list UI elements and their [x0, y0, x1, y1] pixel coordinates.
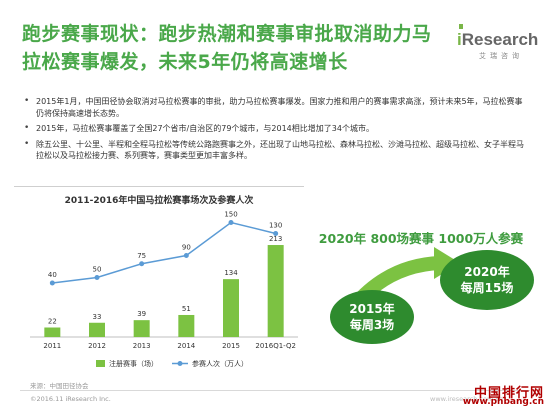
bullet-item: 除五公里、十公里、半程和全程马拉松等传统公路跑赛事之外，还出现了山地马拉松、森林… [22, 139, 527, 162]
bar-2011 [44, 327, 61, 337]
line-point-2016Q1-Q2 [273, 231, 279, 236]
tick-label-2015: 2015 [222, 342, 240, 350]
watermark-url: www.phbang.cn [462, 397, 544, 407]
footer-divider [20, 390, 530, 391]
logo-subtitle: 艾瑞咨询 [479, 52, 523, 60]
tick-label-2011: 2011 [43, 342, 61, 350]
line-point-2015 [228, 220, 234, 225]
circle-2015: 2015年 每周3场 [330, 290, 414, 344]
bar-2012 [89, 322, 105, 337]
page-title: 跑步赛事现状：跑步热潮和赛事审批取消助力马拉松赛事爆发，未来5年仍将高速增长 [22, 23, 432, 73]
logo-brand: iResearch [457, 30, 539, 49]
bar-label-2015: 134 [224, 269, 238, 277]
bullet-item: 2015年1月，中国田径协会取消对马拉松赛事的审批，助力马拉松赛事爆发。国家力推… [22, 96, 527, 119]
line-point-2014 [183, 253, 189, 258]
source-note: 来源：中国田径协会 [30, 382, 89, 390]
bullet-list: 2015年1月，中国田径协会取消对马拉松赛事的审批，助力马拉松赛事爆发。国家力推… [22, 96, 527, 166]
circle-2015-line2: 每周3场 [349, 318, 395, 332]
chart-svg: 22 2011 33 2012 39 2013 51 2014 134 2015 213 2016Q1… [30, 211, 298, 368]
circle-2020: 2020年 每周15场 [440, 250, 534, 310]
bar-label-2013: 39 [137, 310, 146, 318]
circle-2020-line1: 2020年 [464, 265, 510, 279]
circle-2020-line2: 每周15场 [460, 281, 514, 295]
footer-url: www.iresearch.com.cn [430, 395, 504, 403]
line-label-2011: 40 [48, 271, 57, 279]
iresearch-logo: iResearch 艾瑞咨询 [455, 24, 539, 64]
tick-label-2013: 2013 [133, 342, 151, 350]
goal-text: 2020年 800场赛事 1000万人参赛 [318, 231, 524, 246]
bar-2016Q1-Q2 [267, 245, 284, 337]
tick-label-2016Q1-Q2: 2016Q1-Q2 [255, 342, 296, 350]
bar-2015 [223, 279, 239, 337]
legend-line-label: 参赛人次（万人） [192, 359, 248, 368]
line-point-2011 [49, 280, 55, 286]
chart-title: 2011-2016年中国马拉松赛事场次及参赛人次 [64, 196, 254, 206]
line-label-2012: 50 [93, 266, 102, 274]
copyright-text: ©2016.11 iResearch Inc. [30, 395, 111, 403]
legend-bar-label: 注册赛事（场） [109, 359, 158, 368]
line-label-2013: 75 [137, 252, 146, 260]
bar-2013 [133, 320, 150, 337]
bar-2014 [178, 314, 195, 337]
watermark: 中国排行网 www.phbang.cn [456, 382, 544, 408]
bar-label-2012: 33 [93, 313, 102, 321]
watermark-title: 中国排行网 [473, 386, 544, 401]
line-series [52, 221, 276, 284]
chart-container: 2011-2016年中国马拉松赛事场次及参赛人次 22 2011 33 2012 39 2… [14, 186, 304, 386]
tick-label-2014: 2014 [177, 342, 195, 350]
line-label-2014: 90 [182, 244, 191, 252]
circle-2015-line1: 2015年 [349, 302, 395, 316]
bar-label-2016Q1-Q2: 213 [269, 235, 282, 243]
line-point-2012 [94, 275, 100, 280]
bar-label-2011: 22 [48, 318, 57, 326]
line-label-2015: 150 [224, 211, 237, 219]
legend-bar-swatch [96, 360, 105, 367]
legend-line-marker [177, 361, 183, 366]
tick-label-2012: 2012 [88, 342, 106, 350]
bullet-item: 2015年，马拉松赛事覆盖了全国27个省市/自治区的79个城市，与2014相比增… [22, 123, 527, 135]
bar-label-2014: 51 [182, 305, 191, 313]
line-label-2016Q1-Q2: 130 [269, 222, 282, 230]
logo-accent-icon [459, 24, 463, 29]
line-point-2013 [139, 261, 145, 267]
